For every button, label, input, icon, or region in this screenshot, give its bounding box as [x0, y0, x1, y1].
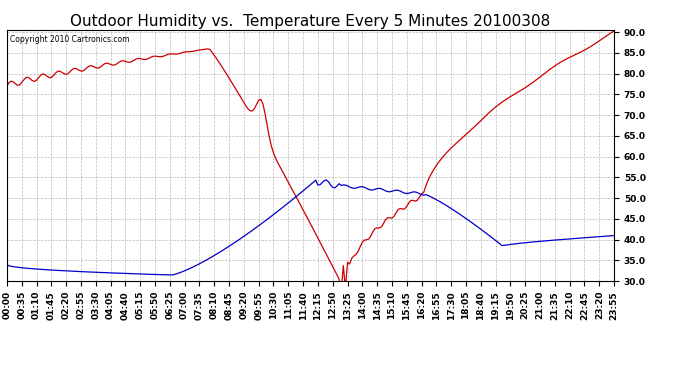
- Text: Copyright 2010 Cartronics.com: Copyright 2010 Cartronics.com: [10, 35, 130, 44]
- Title: Outdoor Humidity vs.  Temperature Every 5 Minutes 20100308: Outdoor Humidity vs. Temperature Every 5…: [70, 14, 551, 29]
